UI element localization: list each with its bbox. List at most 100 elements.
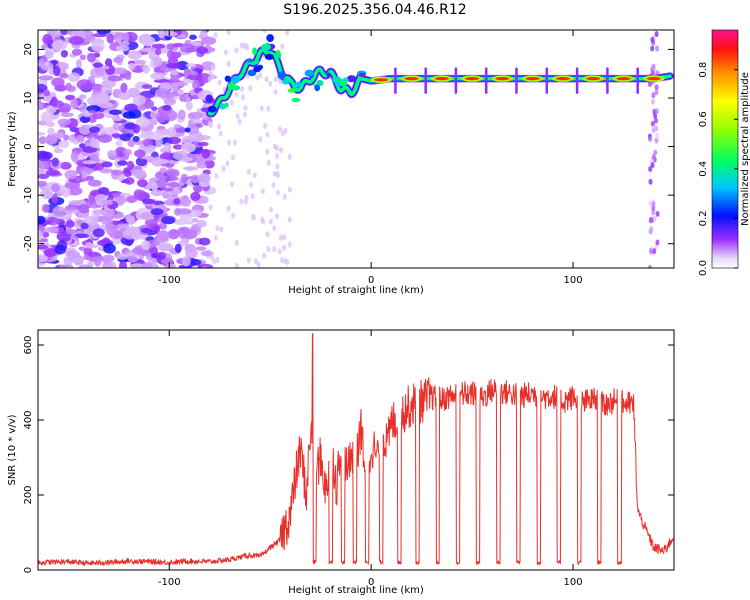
heatmap-noise-cell (287, 186, 292, 193)
heatmap-noise-cell (212, 258, 217, 265)
heatmap-noise-cell (231, 212, 236, 219)
heatmap-noise-cell (287, 241, 292, 248)
heatmap-noise-cell (198, 237, 211, 246)
heatmap-noise-cell (119, 133, 132, 142)
heatmap-noise-cell (38, 180, 48, 187)
y-tick-label: -10 (23, 187, 34, 203)
heatmap-noise-cell (91, 41, 105, 52)
heatmap-ridge-spot (332, 76, 342, 84)
x-tick-label: -100 (158, 577, 181, 588)
heatmap-noise-cell (115, 223, 130, 230)
heatmap-noise-cell (141, 84, 153, 89)
heatmap-noise-cell (177, 109, 186, 120)
heatmap-noise-cell (272, 225, 277, 232)
heatmap-noise-cell (180, 198, 192, 207)
heatmap-ridge-spot (252, 47, 257, 56)
heatmap-noise-cell (127, 160, 135, 170)
heatmap-noise-cell (98, 187, 110, 196)
heatmap-noise-cell (54, 244, 67, 255)
x-tick-label: 100 (564, 577, 583, 588)
heatmap-noise (38, 30, 660, 268)
heatmap-ridge-spot (277, 71, 286, 80)
heatmap-noise-cell (44, 50, 54, 60)
heatmap-noise-cell (159, 152, 175, 161)
snr-y-ticks: 0 200 400 600 (23, 335, 674, 573)
heatmap-noise-cell (162, 104, 172, 111)
heatmap-noise-cell (158, 223, 168, 230)
colorbar-tick-label: 0.2 (698, 210, 709, 226)
heatmap-noise-cell (67, 72, 81, 82)
heatmap-noise-cell (105, 223, 116, 231)
heatmap-noise-cell (140, 227, 153, 234)
heatmap-noise-cell (221, 165, 226, 172)
heatmap-noise-cell (117, 160, 128, 166)
colorbar-tick-label: 0.0 (698, 260, 709, 276)
heatmap-noise-cell (132, 124, 141, 134)
heatmap-noise-cell (68, 134, 76, 143)
heatmap-noise-cell (287, 153, 292, 160)
heatmap-noise-cell (127, 139, 135, 148)
heatmap-noise-cell (100, 208, 115, 217)
spectrogram-y-label: Frequency (Hz) (7, 111, 18, 187)
heatmap-noise-cell (651, 209, 656, 216)
heatmap-noise-cell (261, 218, 266, 225)
heatmap-noise-cell (207, 120, 212, 127)
heatmap-ridge-spot (207, 105, 217, 113)
heatmap-noise-cell (59, 73, 69, 79)
heatmap-noise-cell (176, 60, 189, 71)
heatmap-noise-cell (272, 246, 277, 253)
snr-frame (37, 329, 675, 571)
heatmap-ridge-peak (525, 77, 540, 81)
heatmap-noise-cell (190, 191, 201, 201)
heatmap-noise-cell (262, 252, 267, 259)
heatmap-noise-cell (44, 136, 58, 145)
heatmap-noise-cell (80, 222, 89, 230)
heatmap-noise-cell (122, 111, 136, 119)
heatmap-noise-cell (234, 262, 239, 268)
heatmap-noise-cell (647, 81, 652, 87)
colorbar-tick-label: 0.4 (698, 161, 709, 177)
heatmap-noise-cell (60, 30, 69, 35)
colorbar: 0.0 0.2 0.4 0.6 0.8 Normalized spectral ampl… (698, 29, 750, 276)
heatmap-noise-cell (179, 43, 196, 53)
heatmap-noise-cell (58, 264, 73, 268)
heatmap-noise-cell (137, 179, 148, 188)
colorbar-ticks: 0.0 0.2 0.4 0.6 0.8 (698, 62, 738, 276)
heatmap-noise-cell (182, 229, 198, 240)
heatmap-noise-cell (229, 99, 234, 106)
heatmap-noise-cell (172, 144, 183, 150)
heatmap-noise-cell (225, 160, 230, 167)
heatmap-noise-cell (189, 70, 198, 76)
heatmap-noise-cell (140, 36, 156, 47)
heatmap-noise-cell (190, 258, 202, 266)
heatmap-noise-cell (213, 32, 218, 39)
heatmap-noise-cell (266, 159, 271, 166)
heatmap-ridge-spot (205, 94, 213, 103)
heatmap-noise-cell (142, 198, 155, 204)
heatmap-ridge-spot (227, 81, 236, 90)
heatmap-noise-cell (90, 203, 99, 209)
heatmap-ridge-peak (556, 77, 570, 81)
snr-y-label: SNR (10 * v/v) (7, 414, 18, 485)
heatmap-noise-cell (111, 116, 123, 122)
heatmap-noise-cell (86, 134, 102, 140)
heatmap-noise-cell (111, 169, 124, 176)
heatmap-noise-cell (166, 43, 176, 50)
heatmap-noise-cell (266, 246, 271, 252)
heatmap-noise-cell (273, 76, 278, 82)
heatmap-noise-cell (98, 101, 114, 109)
heatmap-noise-cell (654, 31, 659, 37)
heatmap-noise-cell (167, 229, 180, 240)
y-tick-label: 20 (23, 43, 34, 56)
heatmap-noise-cell (145, 252, 152, 260)
heatmap-noise-cell (219, 226, 224, 233)
heatmap-noise-cell (83, 246, 93, 257)
heatmap-noise-cell (249, 181, 254, 188)
heatmap-noise-cell (208, 204, 213, 211)
snr-x-ticks: -100 0 100 (158, 330, 583, 588)
heatmap-noise-cell (185, 248, 198, 259)
heatmap-noise-cell (38, 215, 46, 224)
heatmap-noise-cell (47, 127, 55, 136)
heatmap-noise-cell (155, 48, 162, 56)
heatmap-noise-cell (131, 168, 147, 178)
